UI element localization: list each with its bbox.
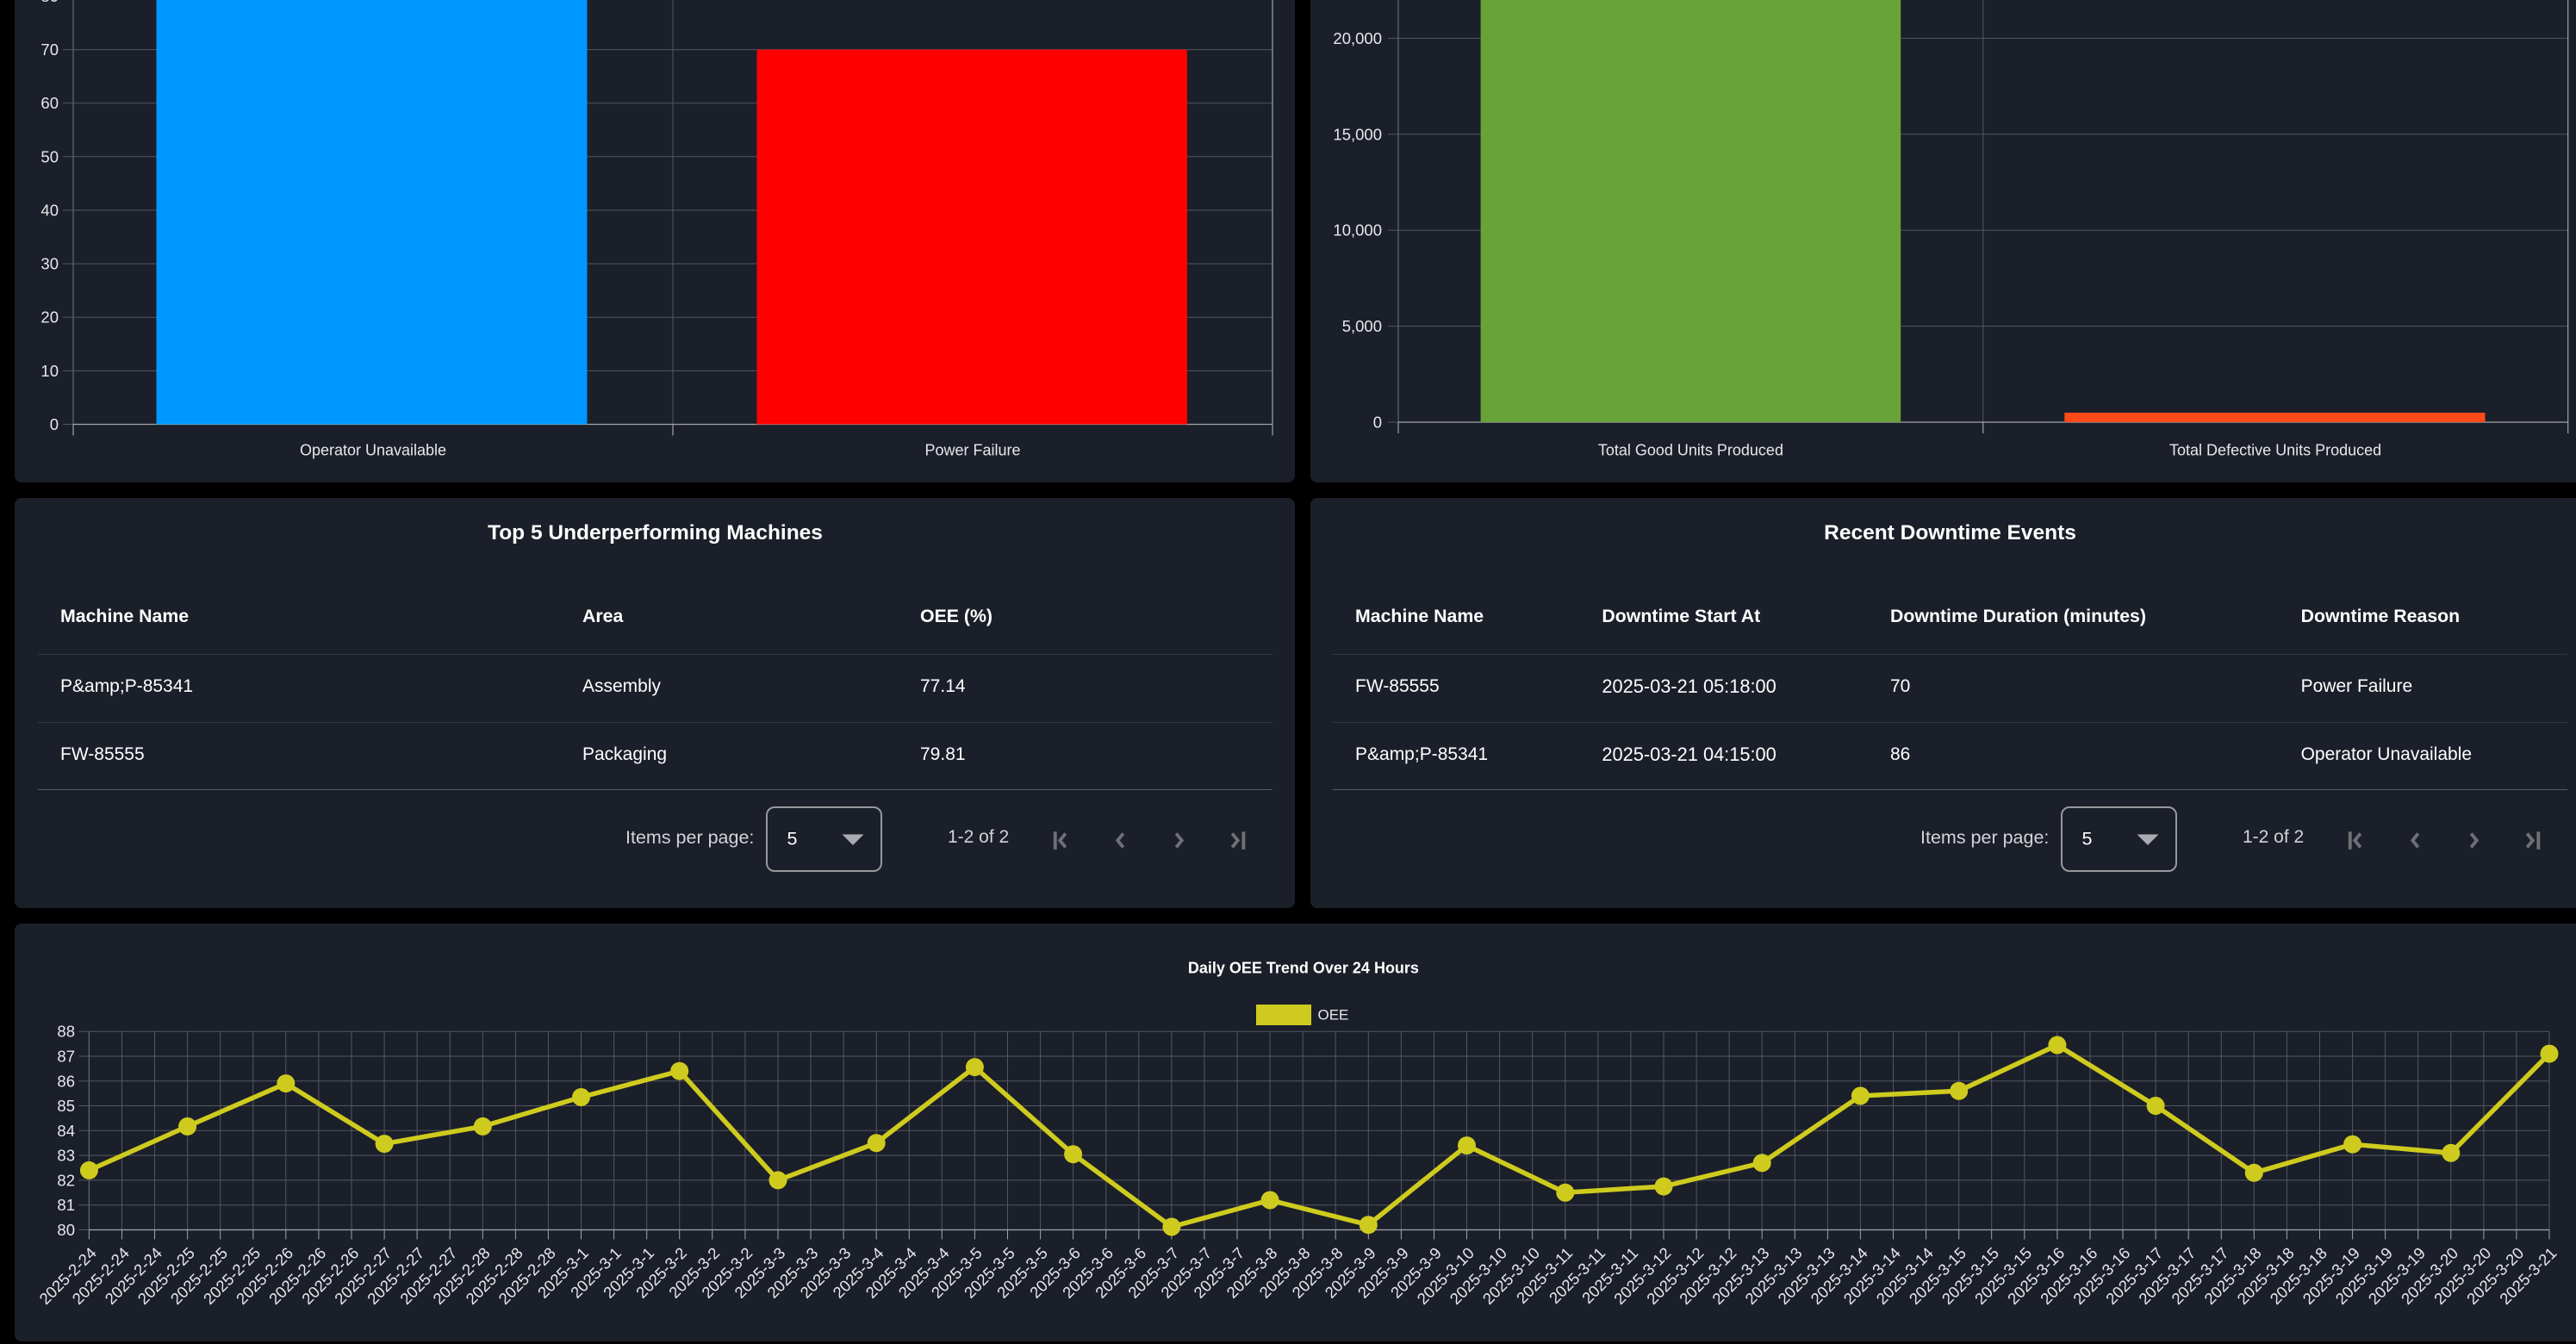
- svg-text:83: 83: [57, 1147, 75, 1165]
- svg-text:82: 82: [57, 1171, 75, 1189]
- svg-text:88: 88: [57, 1023, 75, 1041]
- svg-text:Power Failure: Power Failure: [924, 442, 1020, 459]
- svg-text:Total Defective Units Produced: Total Defective Units Produced: [2169, 442, 2381, 459]
- svg-text:OEE: OEE: [1318, 1007, 1349, 1024]
- svg-text:20: 20: [40, 308, 59, 327]
- svg-text:81: 81: [57, 1196, 75, 1214]
- svg-text:80: 80: [57, 1221, 75, 1239]
- svg-text:40: 40: [40, 202, 59, 220]
- svg-text:Daily OEE Trend Over 24 Hours: Daily OEE Trend Over 24 Hours: [1188, 960, 1419, 977]
- svg-text:10,000: 10,000: [1333, 221, 1382, 240]
- svg-text:5: 5: [787, 829, 798, 849]
- svg-text:30: 30: [40, 255, 59, 273]
- svg-text:50: 50: [40, 147, 59, 165]
- svg-text:Total Good Units Produced: Total Good Units Produced: [1598, 442, 1783, 459]
- svg-text:Operator Unavailable: Operator Unavailable: [300, 442, 446, 459]
- svg-text:0: 0: [50, 415, 59, 433]
- svg-text:87: 87: [57, 1048, 75, 1066]
- svg-text:60: 60: [40, 94, 59, 112]
- svg-text:5,000: 5,000: [1342, 317, 1382, 335]
- svg-text:10: 10: [40, 362, 59, 380]
- svg-text:85: 85: [57, 1097, 75, 1115]
- svg-text:80: 80: [40, 0, 59, 5]
- svg-text:86: 86: [57, 1072, 75, 1090]
- svg-text:70: 70: [40, 40, 59, 59]
- svg-text:5: 5: [2082, 829, 2093, 849]
- svg-text:20,000: 20,000: [1333, 29, 1382, 47]
- svg-text:84: 84: [57, 1122, 75, 1140]
- svg-text:0: 0: [1373, 414, 1382, 432]
- svg-text:15,000: 15,000: [1333, 125, 1382, 143]
